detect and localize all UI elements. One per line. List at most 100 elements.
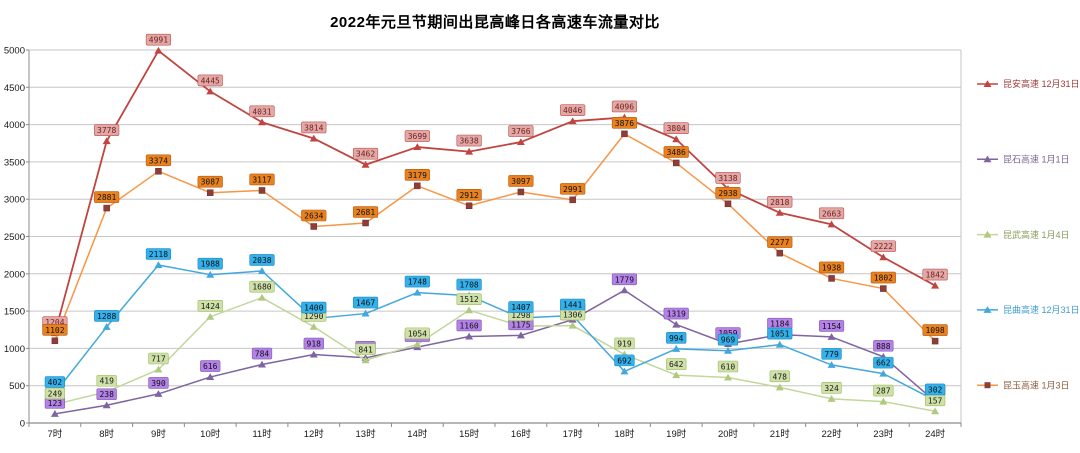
data-point-label-box [873,356,894,369]
data-point-marker [724,200,732,208]
data-point-label: 3179 [408,171,427,180]
data-point-label: 1319 [667,310,686,319]
data-point-marker [931,337,939,345]
data-point-label-box [456,188,482,201]
data-point-label: 2277 [770,238,789,247]
legend-item-label: 昆玉高速 1月3日 [1003,379,1070,390]
data-point-label: 1988 [201,260,220,269]
data-point-label: 969 [721,336,736,345]
data-point-label-box [303,337,324,350]
data-point-label-box [922,324,948,336]
data-point-marker [879,253,888,261]
y-axis-label: 2500 [4,232,25,243]
data-point-label: 4046 [563,106,582,115]
data-point-label-box [352,206,379,218]
y-axis-label: 1500 [4,307,25,318]
data-point-label: 1051 [770,330,789,339]
data-point-label-box [352,147,379,160]
data-point-label: 1102 [45,326,64,335]
data-point-label-box [821,382,842,394]
data-point-marker [258,187,266,194]
legend-marker-icon [983,155,992,163]
data-point-label-box [614,337,635,350]
data-point-marker [154,46,163,54]
data-point-label: 3766 [511,127,530,136]
data-point-label: 1424 [201,302,220,311]
data-point-label: 779 [824,350,839,359]
data-point-marker [413,288,422,296]
data-point-marker [827,333,836,340]
data-point-label-box [922,268,948,281]
series-line-4 [54,133,936,342]
data-point-marker [413,340,422,348]
data-point-marker [828,275,835,282]
data-point-marker [516,138,525,146]
data-point-label-box [870,271,896,284]
data-point-label-box [197,74,223,87]
data-point-marker [827,361,836,368]
data-point-marker [414,182,421,190]
x-axis-label: 23时 [873,428,894,440]
data-point-label: 2681 [356,208,375,217]
data-point-label-box [560,104,586,116]
data-point-label: 1441 [563,301,582,310]
data-point-marker [206,373,215,381]
y-axis-label: 500 [9,381,25,392]
data-point-label-box [404,275,430,288]
data-point-marker [362,219,369,227]
data-point-label-box [821,348,842,360]
data-point-marker [361,160,370,168]
data-point-label: 1154 [822,322,841,331]
x-axis-label: 16时 [511,428,532,440]
data-point-marker [775,340,784,348]
data-point-label: 390 [151,379,166,388]
data-point-label: 4445 [201,76,220,85]
data-point-marker [206,312,215,320]
data-point-marker [465,202,473,210]
data-point-label-box [404,130,430,142]
data-point-label: 3117 [252,175,271,184]
data-point-label: 994 [669,334,684,343]
chart-title: 2022年元旦节期间出昆高峰日各高速车流量对比 [330,14,660,31]
y-axis-label: 3500 [4,157,25,168]
data-point-label-box [301,121,327,134]
data-point-label-box [873,339,894,352]
data-point-marker [309,350,318,358]
data-point-label: 3804 [667,124,686,133]
data-point-marker [568,321,577,329]
y-axis-label: 4500 [4,83,25,94]
data-point-label: 1098 [925,326,944,335]
y-axis-label: 4000 [4,120,25,131]
x-axis-label: 9时 [151,428,166,440]
data-point-marker [154,390,163,397]
data-point-label-box [508,175,534,187]
data-point-label-box [715,187,741,199]
data-point-label-box [148,352,169,365]
data-point-label: 2118 [149,250,168,259]
data-point-label-box [249,280,275,293]
data-point-label-box [145,154,172,167]
y-axis-label: 3000 [4,195,25,206]
data-point-label: 1175 [511,320,530,329]
y-axis-label: 5000 [4,46,25,57]
data-point-label: 3876 [615,119,634,128]
data-point-label: 1748 [408,278,427,287]
data-point-label: 123 [48,399,63,408]
data-point-label-box [663,122,689,135]
series-line-3 [54,264,936,402]
data-point-label: 2038 [252,256,271,265]
data-point-label-box [145,33,172,46]
data-point-marker [775,383,784,391]
data-point-label: 841 [358,345,373,354]
data-point-marker [931,407,940,415]
x-axis-label: 24时 [925,428,946,440]
legend-item-label: 昆曲高速 12月31日 [1003,304,1080,315]
data-point-label-box [818,320,845,332]
data-point-label-box [44,387,66,400]
data-point-label-box [767,195,793,208]
data-point-marker [102,137,111,145]
data-point-marker [309,322,318,330]
data-point-label-box [355,343,376,356]
legend-item-label: 昆石高速 1月1日 [1003,154,1070,165]
data-point-label-box [249,254,275,266]
